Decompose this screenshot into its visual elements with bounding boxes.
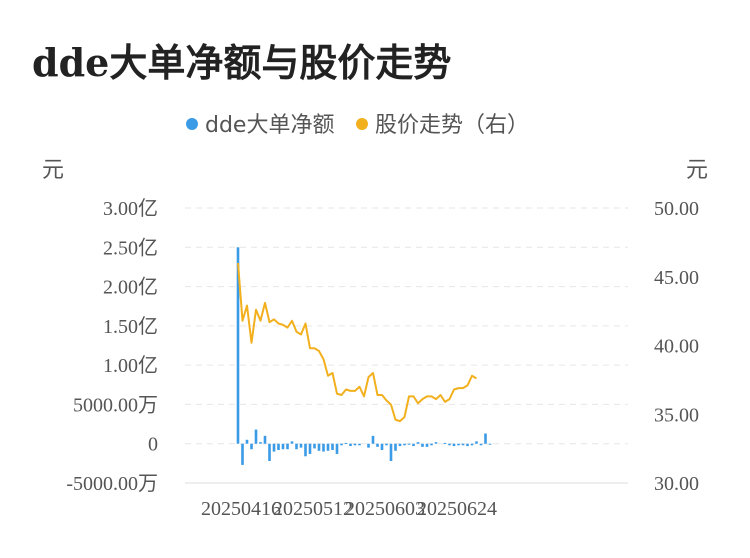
- dde-bar: [470, 443, 474, 446]
- dde-bar: [389, 443, 393, 461]
- dde-bar: [340, 443, 343, 446]
- dde-bar: [308, 443, 312, 454]
- dde-bar: [281, 443, 285, 450]
- dde-bar: [452, 443, 456, 447]
- right-tick-label: 50.00: [654, 198, 699, 220]
- left-tick-label: 5000.00万: [73, 394, 158, 416]
- left-axis-unit: 元: [42, 158, 64, 183]
- dde-bar: [236, 247, 240, 444]
- dde-bar: [277, 443, 280, 450]
- dde-bar: [376, 443, 379, 447]
- x-tick-label: 20250512: [273, 498, 353, 520]
- dde-bar: [385, 443, 388, 446]
- dde-bar: [421, 443, 424, 447]
- dde-bar: [412, 443, 415, 447]
- dde-bar: [398, 443, 402, 447]
- left-tick-label: 1.00亿: [103, 354, 158, 377]
- left-tick-label: 1.50亿: [103, 315, 158, 338]
- dde-bar: [335, 443, 339, 454]
- left-tick-label: 3.00亿: [103, 197, 158, 220]
- dde-bar: [416, 442, 420, 444]
- right-tick-label: 40.00: [654, 336, 699, 358]
- x-tick-label: 20250603: [345, 498, 425, 520]
- left-tick-label: 0: [148, 434, 158, 456]
- dde-bar: [304, 443, 307, 457]
- dde-bar: [488, 443, 492, 445]
- dde-bar: [380, 443, 384, 450]
- dde-bar: [272, 443, 276, 452]
- dde-bar: [241, 443, 244, 465]
- dde-bar: [484, 433, 487, 444]
- dde-bar: [475, 441, 478, 444]
- dde-bar: [358, 443, 361, 446]
- dde-bar: [290, 441, 294, 444]
- dde-bar: [394, 443, 397, 451]
- right-tick-label: 35.00: [654, 404, 699, 426]
- dde-bar: [457, 443, 460, 446]
- dde-bar: [367, 443, 370, 448]
- right-axis-unit: 元: [686, 158, 708, 183]
- dde-bar: [331, 443, 334, 450]
- right-tick-label: 45.00: [654, 267, 699, 289]
- legend-label-dde: dde大单净额: [205, 113, 334, 138]
- dde-bar: [353, 443, 357, 446]
- chart-title: dde大单净额与股价走势: [32, 40, 452, 85]
- dde-bar: [268, 443, 271, 461]
- dde-bar: [448, 443, 451, 446]
- dde-bar: [349, 443, 352, 447]
- dde-bar: [286, 443, 289, 450]
- dde-bar: [250, 443, 253, 450]
- left-tick-label: 2.00亿: [103, 276, 158, 299]
- dde-bar: [295, 443, 298, 450]
- dde-bar: [461, 443, 465, 446]
- dde-bar: [407, 443, 411, 445]
- price-line: [237, 262, 478, 423]
- dde-bar: [371, 435, 375, 444]
- x-tick-label: 20250416: [201, 498, 281, 520]
- dde-bar: [313, 443, 316, 449]
- dde-bar: [317, 443, 321, 451]
- dde-bar: [466, 443, 469, 447]
- right-tick-label: 30.00: [654, 473, 699, 495]
- legend-marker-price: [356, 118, 368, 130]
- dde-bar: [326, 443, 330, 451]
- left-tick-label: -5000.00万: [66, 473, 158, 495]
- dde-bar: [263, 435, 267, 444]
- dde-bar: [254, 429, 258, 444]
- dde-bar: [443, 442, 447, 444]
- dde-bar: [344, 442, 348, 444]
- legend-marker-dde: [186, 118, 198, 130]
- dde-bar: [430, 443, 433, 446]
- x-tick-label: 20250624: [417, 498, 497, 520]
- dde-bar: [425, 443, 429, 447]
- dde-bar: [259, 442, 262, 444]
- left-tick-label: 2.50亿: [103, 236, 158, 259]
- dde-bar: [322, 443, 325, 452]
- dde-bar: [479, 443, 483, 446]
- dde-bar: [403, 443, 406, 446]
- dde-bar: [299, 443, 303, 448]
- dde-bar: [245, 439, 249, 444]
- legend-label-price: 股价走势（右）: [375, 113, 529, 138]
- dde-bar: [434, 442, 438, 444]
